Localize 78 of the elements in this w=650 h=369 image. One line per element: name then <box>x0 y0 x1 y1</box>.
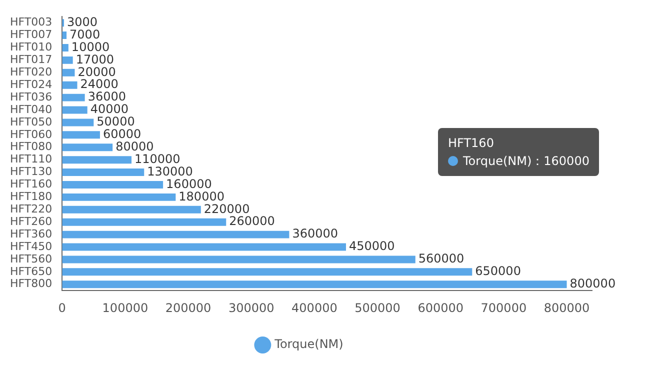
bar <box>62 68 75 76</box>
y-tick-label: HFT036 <box>10 90 52 104</box>
annotation: Torque(NM)：160000 <box>463 153 590 170</box>
data-label: 800000 <box>570 276 616 290</box>
data-label: 3000 <box>67 14 98 29</box>
tooltip-box: HFT160 Torque(NM)：160000 <box>438 128 600 176</box>
y-tick-label: HFT160 <box>10 178 52 191</box>
bar <box>62 168 144 176</box>
data-label: 10000 <box>71 40 110 54</box>
annotation: HFT160 <box>448 135 494 152</box>
data-label: 450000 <box>348 239 395 254</box>
data-label: 80000 <box>116 140 154 154</box>
data-label: 220000 <box>204 202 250 216</box>
y-tick-label: HFT024 <box>10 78 52 91</box>
legend-label: Torque(NM) <box>274 337 344 352</box>
data-label: 180000 <box>178 189 224 204</box>
y-tick-label: HFT180 <box>10 190 52 204</box>
data-label: 650000 <box>475 264 521 278</box>
y-tick-label: HFT130 <box>10 165 52 178</box>
y-tick-label: HFT017 <box>10 53 52 66</box>
data-label: 7000 <box>70 27 100 42</box>
x-tick-label: 700000 <box>480 300 527 315</box>
y-tick-label: HFT260 <box>10 214 52 228</box>
x-tick-label: 500000 <box>354 300 400 315</box>
y-tick-label: HFT040 <box>10 102 52 116</box>
x-tick-label: 400000 <box>292 300 338 315</box>
x-tick-label: 200000 <box>165 300 212 315</box>
y-tick-label: HFT050 <box>10 115 52 128</box>
y-tick-label: HFT560 <box>10 252 52 266</box>
bar <box>62 243 346 251</box>
bar <box>62 44 68 52</box>
y-tick-label: HFT010 <box>10 40 52 54</box>
y-tick-label: HFT080 <box>10 140 52 154</box>
bar <box>62 81 78 89</box>
bar <box>62 268 472 276</box>
y-tick-label: HFT450 <box>10 240 52 253</box>
data-label: 130000 <box>147 164 193 178</box>
bar <box>62 218 226 226</box>
x-tick-label: 600000 <box>418 300 464 315</box>
y-tick-label: HFT110 <box>10 152 52 166</box>
bar <box>62 32 67 40</box>
data-label: 260000 <box>229 214 275 228</box>
y-tick-label: HFT007 <box>10 28 52 42</box>
x-tick-label: 0 <box>58 300 66 315</box>
bar <box>62 144 113 152</box>
data-label: 360000 <box>292 226 338 241</box>
y-tick-label: HFT060 <box>10 128 52 141</box>
data-label: 24000 <box>80 77 118 92</box>
y-tick-label: HFT020 <box>10 66 52 79</box>
data-label: 50000 <box>96 114 135 129</box>
data-label: 36000 <box>88 90 126 104</box>
bar <box>62 118 94 126</box>
data-label: 110000 <box>134 152 180 166</box>
bar <box>62 206 201 214</box>
bar <box>62 106 88 114</box>
bar <box>62 193 176 201</box>
x-tick-label: 100000 <box>102 300 148 315</box>
y-tick-label: HFT650 <box>10 264 52 278</box>
data-label: 40000 <box>90 102 129 116</box>
y-tick-label: HFT360 <box>10 227 52 240</box>
y-tick-label: HFT003 <box>10 16 52 29</box>
x-tick-label: 300000 <box>228 300 274 315</box>
x-tick-label: 800000 <box>544 300 590 315</box>
data-label: 160000 <box>166 176 212 191</box>
data-label: 20000 <box>78 64 116 79</box>
bar <box>62 280 567 288</box>
bar <box>62 156 132 164</box>
bar <box>62 181 164 188</box>
bar <box>62 94 85 102</box>
data-label: 560000 <box>418 252 464 266</box>
bar <box>62 131 100 139</box>
y-tick-label: HFT220 <box>10 202 52 216</box>
y-tick-label: HFT800 <box>10 277 52 290</box>
bar <box>62 230 290 238</box>
bar <box>62 56 73 64</box>
data-label: 60000 <box>102 127 142 142</box>
bar <box>62 256 416 264</box>
data-label: 17000 <box>76 52 114 66</box>
